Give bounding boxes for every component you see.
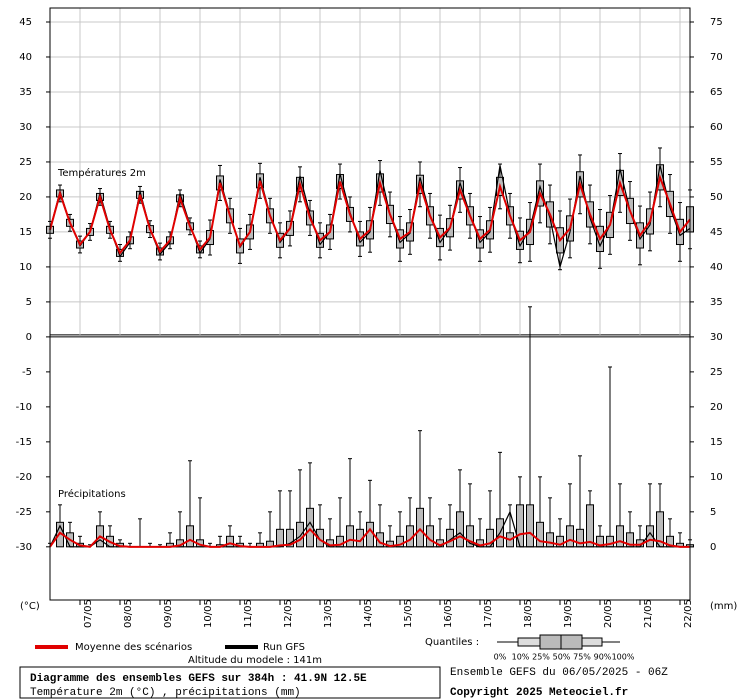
subtitle: Température 2m (°C) , précipitations (mm…: [30, 687, 301, 699]
y2-tick-label: 45: [710, 227, 723, 238]
y2-axis-label: (mm): [710, 601, 737, 612]
quantile-label: 0%: [494, 653, 507, 662]
y2-tick-label: 75: [710, 17, 723, 28]
quantile-key: [497, 634, 620, 650]
box: [186, 525, 194, 548]
quantile-label: 75%: [573, 653, 591, 662]
y-tick-label: 0: [26, 332, 32, 343]
y-tick-label: 15: [19, 227, 32, 238]
y-tick-label: 35: [19, 87, 32, 98]
box: [646, 525, 654, 548]
box: [366, 521, 374, 548]
box: [416, 507, 424, 548]
x-tick-label: 15/05: [403, 599, 414, 628]
x-tick-label: 11/05: [243, 599, 254, 628]
y-tick-label: -10: [16, 402, 32, 413]
y-tick-label: 5: [26, 297, 32, 308]
y2-tick-label: 60: [710, 122, 723, 133]
x-tick-label: 18/05: [523, 599, 534, 628]
x-tick-label: 10/05: [203, 599, 214, 628]
quantile-label: 100%: [612, 653, 635, 662]
box: [456, 511, 464, 548]
panel-label: Précipitations: [58, 488, 126, 500]
quantile-labels: 0% 10% 25% 50% 75% 90% 100%: [494, 653, 635, 662]
quantile-label: 10%: [512, 653, 530, 662]
y-tick-label: 40: [19, 52, 32, 63]
y2-tick-label: 15: [710, 437, 723, 448]
y2-tick-label: 25: [710, 367, 723, 378]
y2-tick-label: 35: [710, 297, 723, 308]
y2-tick-label: 0: [710, 542, 716, 553]
box: [276, 528, 284, 548]
x-tick-label: 13/05: [323, 599, 334, 628]
y-tick-label: 10: [19, 262, 32, 273]
y-tick-label: 25: [19, 157, 32, 168]
box: [586, 504, 594, 548]
y2-tick-label: 50: [710, 192, 723, 203]
box: [516, 504, 524, 548]
x-tick-label: 07/05: [83, 599, 94, 628]
y-tick-label: -5: [22, 367, 32, 378]
y-tick-label: -15: [16, 437, 32, 448]
copyright: Copyright 2025 Meteociel.fr: [450, 687, 628, 699]
legend-label: Run GFS: [263, 642, 305, 653]
y-tick-label: 45: [19, 17, 32, 28]
y2-tick-label: 65: [710, 87, 723, 98]
y-tick-label: 20: [19, 192, 32, 203]
y2-tick-label: 40: [710, 262, 723, 273]
y-tick-label: -20: [16, 472, 32, 483]
box: [316, 528, 324, 548]
x-tick-label: 20/05: [603, 599, 614, 628]
y2-tick-label: 20: [710, 402, 723, 413]
run-info: Ensemble GEFS du 06/05/2025 - 06Z: [450, 667, 668, 679]
y-tick-label: 30: [19, 122, 32, 133]
quantile-label: 90%: [594, 653, 612, 662]
x-tick-label: 16/05: [443, 599, 454, 628]
y-axis-label: (°C): [20, 601, 40, 612]
x-tick-label: 17/05: [483, 599, 494, 628]
y2-tick-label: 5: [710, 507, 716, 518]
altitude: Altitude du modele : 141m: [188, 655, 322, 666]
y2-tick-label: 55: [710, 157, 723, 168]
title: Diagramme des ensembles GEFS sur 384h : …: [30, 673, 367, 685]
box: [296, 521, 304, 548]
quantiles-label: Quantiles :: [425, 637, 479, 648]
box: [226, 535, 234, 548]
box: [536, 521, 544, 548]
x-tick-label: 08/05: [123, 599, 134, 628]
info-box: [19, 666, 441, 699]
y-tick-label: -25: [16, 507, 32, 518]
x-tick-label: 19/05: [563, 599, 574, 628]
y2-tick-label: 70: [710, 52, 723, 63]
quantile-label: 50%: [553, 653, 571, 662]
box: [526, 504, 534, 548]
box: [346, 525, 354, 548]
legend-label: Moyenne des scénarios: [75, 641, 192, 653]
x-tick-label: 21/05: [643, 599, 654, 628]
x-tick-label: 12/05: [283, 599, 294, 628]
line: [49, 173, 691, 255]
x-tick-label: 22/05: [683, 599, 694, 628]
plot-frame: [49, 7, 691, 601]
plot: -30 -25 -20 -15 -10 -5 0 5 10 15 20 25 30 35 40 45 0 5 10 1…: [16, 8, 723, 628]
x-tick-label: 09/05: [163, 599, 174, 628]
y2-tick-label: 10: [710, 472, 723, 483]
x-tick-label: 14/05: [363, 599, 374, 628]
panel-label: Températures 2m: [57, 167, 146, 179]
box: [566, 525, 574, 548]
box: [466, 525, 474, 548]
line: [49, 527, 690, 548]
box: [616, 525, 624, 548]
y2-tick-label: 30: [710, 332, 723, 343]
box: [546, 532, 554, 548]
quantile-label: 25%: [532, 653, 550, 662]
box: [286, 528, 294, 548]
y-tick-label: -30: [16, 542, 32, 553]
